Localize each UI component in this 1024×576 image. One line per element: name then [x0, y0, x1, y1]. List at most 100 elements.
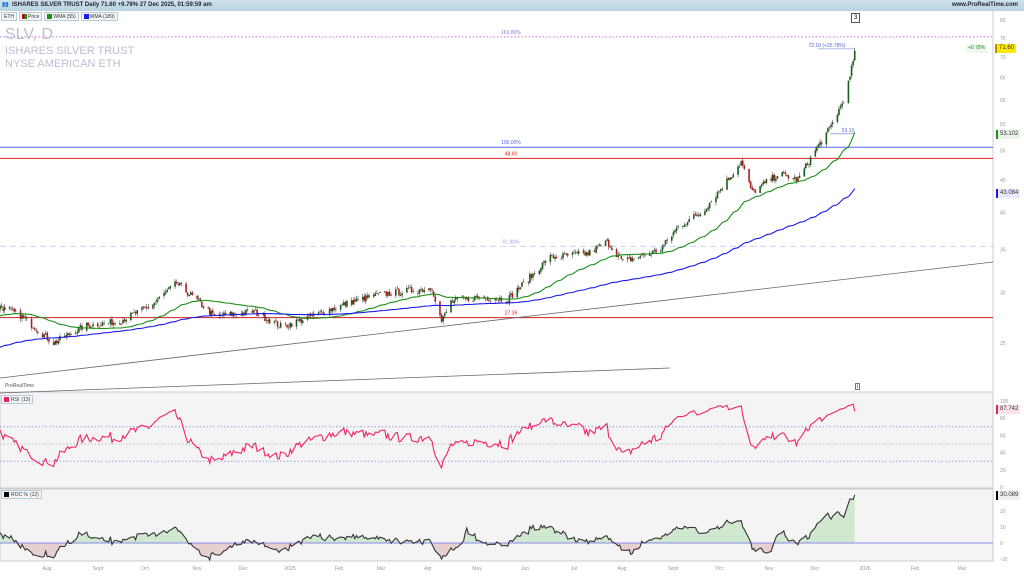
candle-body: [22, 315, 25, 318]
candle-body: [782, 172, 785, 173]
candle-body: [197, 298, 200, 300]
candle-body: [144, 307, 146, 308]
candle-body: [593, 250, 596, 252]
candle-body: [131, 312, 134, 314]
candle-body: [289, 323, 291, 328]
candle-body: [760, 184, 763, 187]
legend-wma55[interactable]: WMA (55): [44, 12, 79, 21]
candle-body: [188, 294, 191, 297]
candle-body: [229, 311, 232, 316]
candle-body: [718, 191, 720, 193]
candle-body: [571, 252, 574, 255]
roc-value-tag: 30.089: [996, 491, 1021, 500]
legend-wma189[interactable]: WMA (189): [80, 12, 118, 21]
candle-body: [841, 103, 843, 107]
candle-body: [48, 339, 50, 342]
candle-body: [582, 250, 585, 253]
candle-body: [24, 316, 27, 318]
candle-body: [90, 327, 93, 328]
candle-body: [190, 292, 192, 295]
candle-body: [486, 297, 489, 301]
candle-body: [472, 300, 474, 302]
candle-body: [8, 306, 11, 309]
candle-body: [852, 61, 854, 66]
candle-body: [234, 313, 236, 315]
candle-body: [506, 301, 509, 303]
candle-body: [431, 290, 433, 291]
roc-line: [0, 494, 856, 562]
support-label: 27.39: [505, 311, 518, 317]
candle-body: [518, 287, 520, 290]
rsi-label[interactable]: RSI (13): [1, 395, 34, 404]
candle-body: [186, 292, 189, 296]
candle-body: [87, 322, 90, 326]
candle-body: [395, 289, 397, 296]
candle-body: [37, 331, 39, 333]
candle-body: [584, 252, 586, 256]
candle-body: [820, 142, 823, 145]
candle-body: [606, 239, 608, 241]
roc-label[interactable]: ROC % (12): [1, 490, 42, 499]
info-badge[interactable]: i: [855, 383, 861, 390]
candle-body: [44, 333, 47, 335]
time-tick-label: Sept: [668, 566, 679, 572]
price-tick-label: 40: [1000, 210, 1006, 216]
candle-body: [477, 295, 479, 298]
candle-body: [771, 174, 774, 181]
candle-body: [120, 323, 123, 325]
candle-body: [751, 187, 754, 190]
candle-body: [169, 286, 172, 289]
candle-body: [70, 334, 72, 335]
exchange-tag[interactable]: ETH: [1, 12, 17, 21]
candle-body: [421, 289, 424, 292]
candle-body: [683, 224, 686, 227]
candle-body: [497, 300, 500, 301]
candle-body: [0, 305, 1, 311]
candle-body: [406, 288, 408, 293]
candle-body: [409, 287, 411, 289]
time-tick-label: Jun: [521, 566, 529, 572]
last-price-tag: 71.60: [995, 44, 1017, 53]
badge-3[interactable]: 3: [851, 13, 861, 23]
candle-body: [145, 307, 148, 308]
candle-body: [516, 287, 519, 298]
trendline-lower: [0, 367, 671, 394]
candle-body: [849, 76, 851, 80]
candle-body: [544, 261, 547, 263]
candle-body: [130, 312, 132, 321]
candle-body: [96, 323, 99, 327]
candle-body: [14, 310, 17, 312]
watermark: ProRealTime: [5, 383, 34, 389]
site-link[interactable]: www.ProRealTime.com: [951, 2, 1018, 8]
time-tick-label: Jul: [571, 566, 577, 572]
time-tick-label: Mar: [377, 566, 386, 572]
candle-body: [814, 150, 817, 157]
wma189-line: [0, 188, 856, 348]
candle-body: [853, 50, 856, 61]
candle-body: [727, 178, 730, 181]
candle-body: [830, 124, 832, 127]
candle-body: [79, 325, 82, 328]
rsi-tick-label: 60: [1000, 433, 1006, 439]
candle-body: [133, 312, 135, 313]
rsi-tick-label: 100: [1000, 399, 1009, 405]
candle-body: [412, 291, 414, 293]
candle-body: [344, 301, 347, 306]
legend-price[interactable]: Price: [19, 12, 43, 21]
candle-body: [748, 168, 750, 182]
candle-body: [284, 323, 287, 325]
candle-body: [109, 319, 112, 324]
candle-body: [19, 310, 22, 319]
candle-body: [475, 296, 478, 297]
candle-body: [254, 309, 257, 311]
price-tick-label: 60: [1000, 98, 1006, 104]
price-tick-label: 45: [1000, 178, 1006, 184]
symbol-title: SLV, D: [5, 26, 54, 43]
price-tick-label: 65: [1000, 76, 1006, 82]
rsi-tick-label: 40: [1000, 451, 1006, 457]
candle-body: [387, 291, 389, 296]
candle-body: [331, 308, 334, 312]
candle-body: [185, 283, 187, 293]
wma55-tag: 53.102: [996, 130, 1021, 139]
